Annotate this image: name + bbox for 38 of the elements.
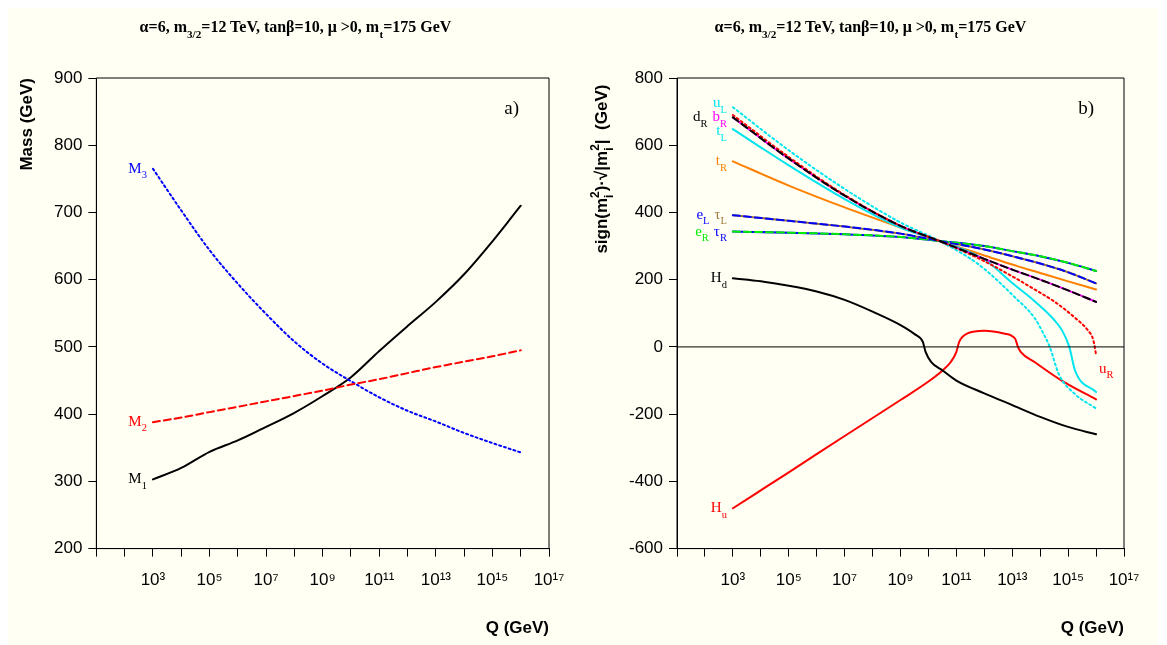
y-tick-label: 400 — [634, 202, 664, 222]
y-axis-title: Mass (GeV) — [17, 77, 36, 171]
y-tick-label: 600 — [53, 269, 83, 289]
y-tick-label: 600 — [634, 134, 664, 154]
x-tick-label: 10¹⁷ — [533, 570, 565, 590]
y-tick-label: -600 — [628, 538, 664, 558]
x-tick-label: 10¹³ — [997, 570, 1028, 590]
x-tick-label: 10¹⁵ — [1052, 570, 1084, 590]
y-tick-label: 800 — [53, 134, 83, 154]
x-tick-label: 10¹¹ — [941, 570, 972, 590]
y-tick-label: 500 — [53, 336, 83, 356]
y-tick-label: -200 — [628, 403, 664, 423]
y-axis-title: sign(mi2)·√|mi2| (GeV) — [588, 84, 616, 254]
y-tick-label: 300 — [53, 471, 83, 491]
y-tick-label: 900 — [53, 67, 83, 87]
x-tick-label: 10⁷ — [832, 570, 858, 590]
x-tick-label: 10⁹ — [309, 570, 336, 590]
x-tick-label: 10⁷ — [253, 570, 279, 590]
y-tick-label: 400 — [53, 403, 83, 423]
x-axis-title: Q (GeV) — [1060, 618, 1125, 637]
x-tick-label: 10³ — [140, 570, 166, 590]
x-tick-label: 10¹⁵ — [476, 570, 509, 590]
x-tick-label: 10⁵ — [775, 570, 802, 590]
y-tick-label: 800 — [634, 67, 664, 87]
y-tick-label: 700 — [53, 202, 83, 222]
x-tick-label: 10⁹ — [887, 570, 914, 590]
y-tick-label: 200 — [53, 538, 83, 558]
x-tick-label: 10³ — [720, 570, 746, 590]
y-tick-label: 200 — [634, 269, 664, 289]
x-tick-label: 10⁵ — [196, 570, 223, 590]
x-tick-label: 10¹¹ — [364, 570, 395, 590]
y-tick-label: 0 — [653, 336, 664, 356]
x-tick-label: 10¹³ — [420, 570, 452, 590]
y-tick-label: -400 — [628, 471, 664, 491]
annotation: a) — [504, 97, 520, 119]
x-axis-title: Q (GeV) — [485, 618, 550, 637]
annotation: b) — [1078, 97, 1094, 119]
x-tick-label: 10¹⁷ — [1108, 570, 1140, 590]
